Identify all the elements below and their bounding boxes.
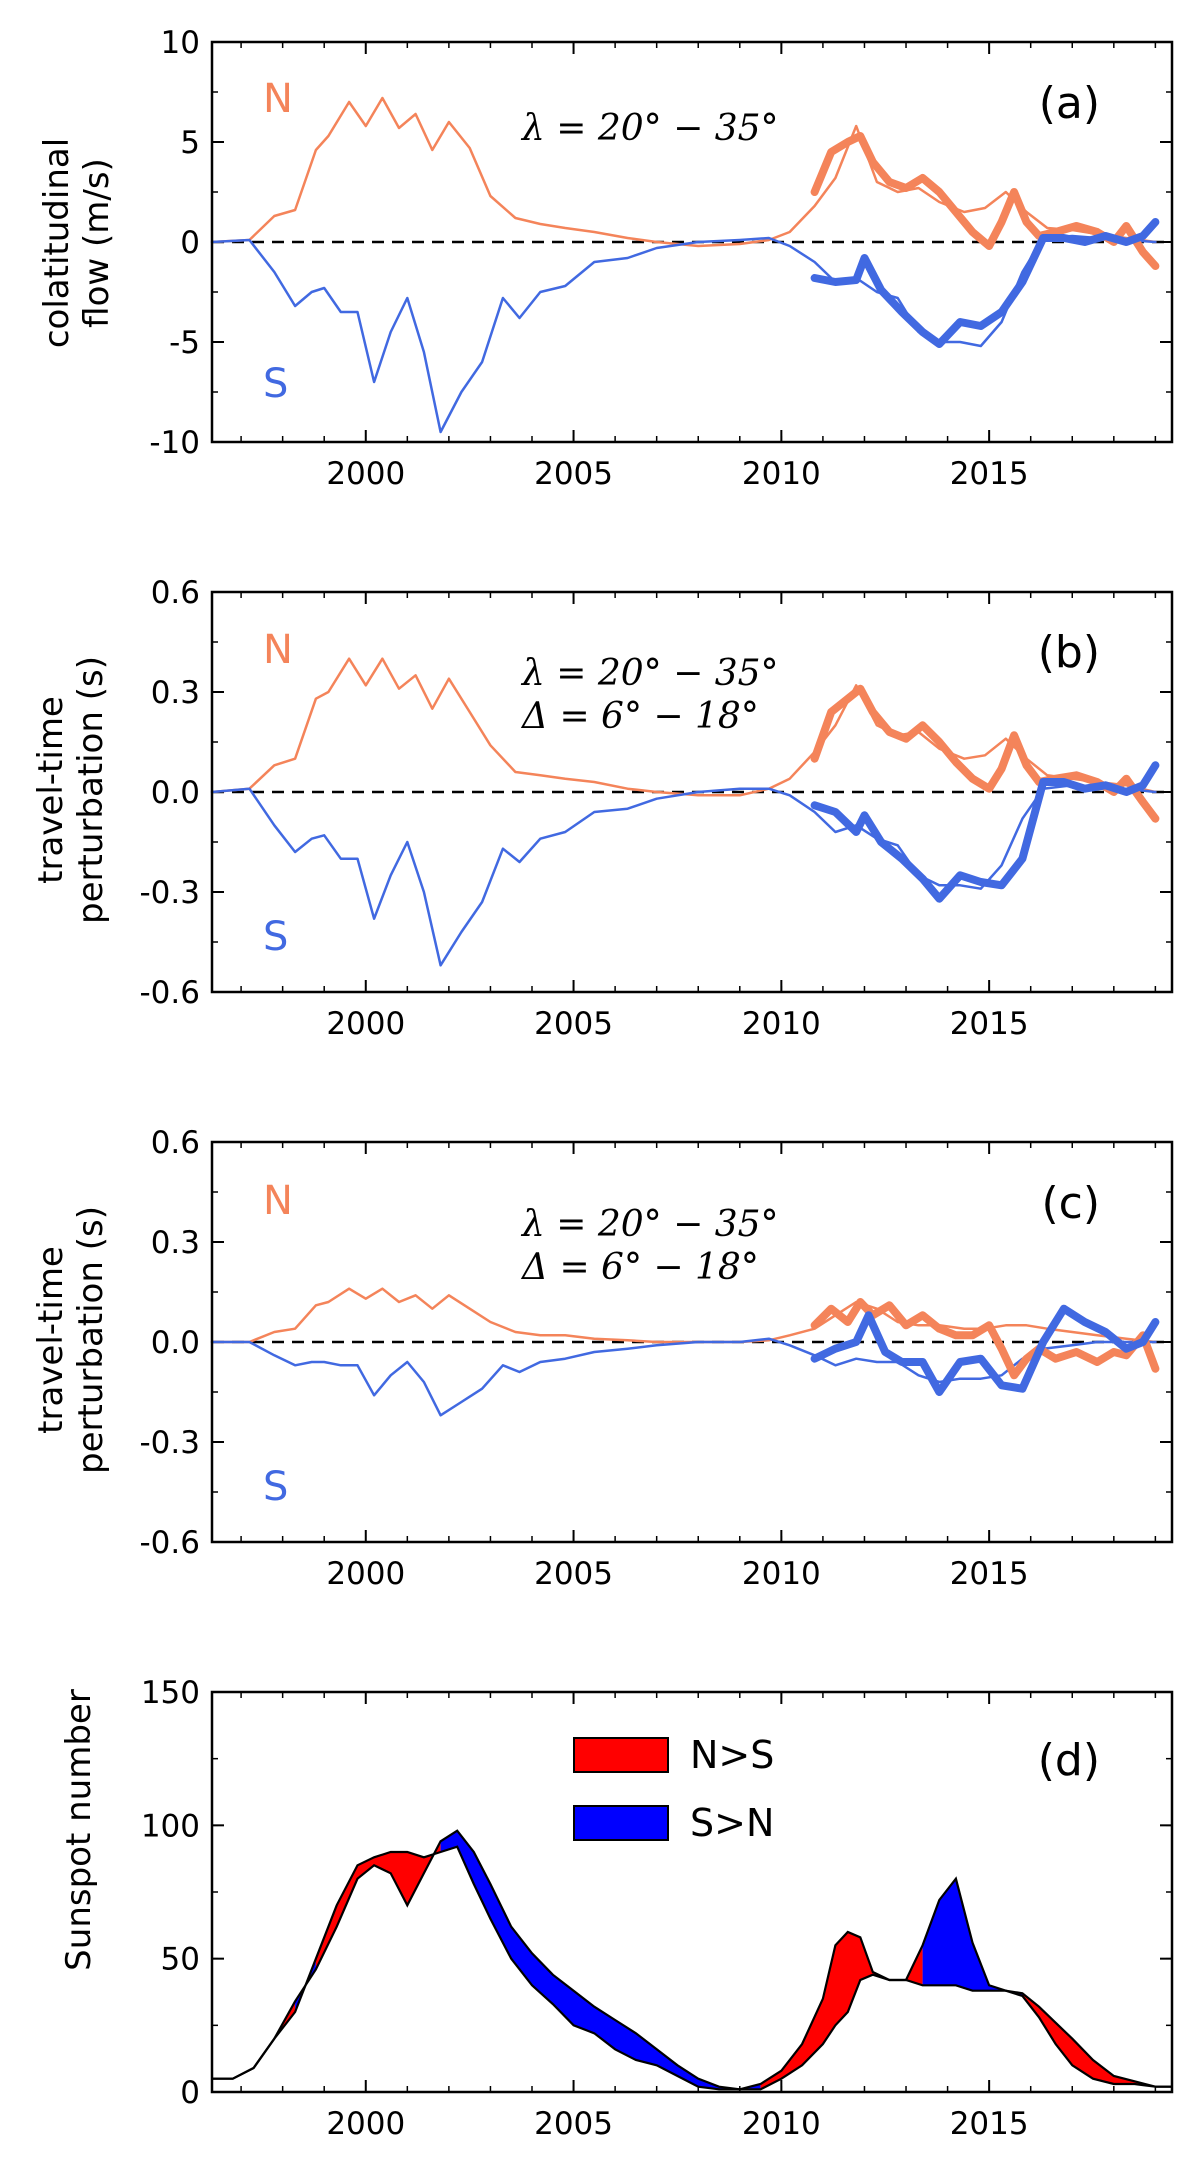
panel-d-axes-frame [210, 1690, 1174, 2094]
panel-b-y-tick-label: -0.6 [140, 975, 201, 1011]
panel-a-y-tick-label: -10 [149, 425, 200, 461]
panel-a-x-tick-label: 2005 [534, 456, 613, 492]
panel-b-x-tick-label: 2015 [950, 1006, 1029, 1042]
panel-b-plot-area: 2000 2005 2010 2015 0.6 0.3 0.0 -0.3 -0.6 [140, 575, 1174, 1042]
panel-a-series-south-thin-line [210, 234, 1157, 434]
panel-c-label: (c) [1041, 1178, 1100, 1229]
panel-a-label: (a) [1039, 78, 1100, 129]
panel-b-travel-time: 2000 2005 2010 2015 0.6 0.3 0.0 -0.3 -0.6 travel… [31, 575, 1174, 1042]
panel-c-x-tick-label: 2000 [326, 1556, 405, 1592]
panel-a-y-tick-label: 10 [161, 25, 200, 61]
panel-d-area-south-greater [440, 1830, 761, 2090]
panel-a-x-tick-label: 2010 [742, 456, 821, 492]
panel-c-x-tick-label: 2015 [950, 1556, 1029, 1592]
panel-a-south-label: S [263, 361, 288, 407]
panel-a-series-north-thick-line [810, 132, 1160, 270]
panel-a-x-tick-label: 2000 [326, 456, 405, 492]
panel-a-ylabel-line1: colatitudinal [37, 138, 77, 348]
panel-d-area-north-greater [315, 1841, 441, 1970]
panel-d-y-tick-label: 50 [161, 1942, 200, 1978]
panel-a-annotation-latitude: λ = 20° − 35° [520, 108, 779, 149]
panel-b-series-north-thick-line [810, 684, 1160, 823]
panel-a-y-tick-label: 5 [180, 125, 200, 161]
panel-c-series-south-thin-line [210, 1337, 1157, 1417]
panel-d-x-tick-label: 2000 [326, 2106, 405, 2142]
panel-c-series-north-thick-line [810, 1298, 1160, 1380]
panel-c-travel-time: 2000 2005 2010 2015 0.6 0.3 0.0 -0.3 -0.6 travel… [31, 1125, 1174, 1592]
panel-b-x-tick-label: 2010 [742, 1006, 821, 1042]
panel-d-x-tick-label: 2015 [950, 2106, 1029, 2142]
panel-c-north-label: N [263, 1178, 293, 1224]
panel-d-area-north-greater [760, 1932, 923, 2090]
panel-c-y-tick-label: -0.6 [140, 1525, 201, 1561]
panel-c-ylabel-line2: perturbation (s) [71, 1206, 111, 1474]
panel-c-y-tick-label: 0.0 [151, 1325, 200, 1361]
panel-b-south-label: S [263, 914, 288, 960]
panel-d-y-tick-label: 0 [180, 2075, 200, 2111]
panel-b-x-tick-label: 2000 [326, 1006, 405, 1042]
panel-b-y-tick-label: -0.3 [140, 875, 201, 911]
panel-b-north-label: N [263, 627, 293, 673]
panel-b-x-tick-label: 2005 [534, 1006, 613, 1042]
panel-a-y-tick-label: -5 [169, 325, 200, 361]
panel-b-y-tick-label: 0.3 [151, 675, 200, 711]
panel-c-series-north-thin-line [210, 1287, 1157, 1344]
panel-b-annotation-distance: Δ = 6° − 18° [520, 696, 759, 737]
panel-c-y-tick-label: 0.6 [151, 1125, 200, 1161]
legend-label-south-greater: S>N [690, 1801, 774, 1845]
panel-c-annotation-distance: Δ = 6° − 18° [520, 1247, 759, 1288]
legend-label-north-greater: N>S [690, 1733, 774, 1777]
panel-d-y-tick-label: 100 [141, 1808, 200, 1844]
panel-d-area-south-greater [922, 1878, 1023, 1996]
panel-d-sunspot-number: 2000 2005 2010 2015 150 100 50 0 Sunspot number… [59, 1675, 1174, 2142]
panel-a-north-label: N [263, 76, 293, 122]
panel-b-ylabel-line1: travel-time [31, 696, 71, 884]
legend-swatch-north-greater [573, 1737, 669, 1773]
panel-b-label: (b) [1038, 627, 1100, 678]
panel-b-ylabel-line2: perturbation (s) [71, 656, 111, 924]
panel-c-south-label: S [263, 1464, 288, 1510]
panel-c-y-tick-label: -0.3 [140, 1425, 201, 1461]
panel-a-x-tick-label: 2015 [950, 456, 1029, 492]
panel-c-ylabel-line1: travel-time [31, 1246, 71, 1434]
panel-b-series-south-thick-line [810, 761, 1160, 903]
panel-a-axes-frame [210, 40, 1174, 444]
panel-a-ylabel-line2: flow (m/s) [77, 158, 117, 328]
panel-d-ylabel: Sunspot number [59, 1689, 99, 1971]
panel-a-series-south-thick-line [810, 218, 1160, 348]
panel-d-legend: N>S S>N [573, 1733, 774, 1845]
panel-c-axes-frame [210, 1140, 1174, 1544]
panel-c-y-tick-label: 0.3 [151, 1225, 200, 1261]
panel-b-annotation-latitude: λ = 20° − 35° [520, 653, 779, 694]
panel-c-x-tick-label: 2010 [742, 1556, 821, 1592]
panel-c-series-south-thick-line [810, 1304, 1160, 1396]
panel-d-label: (d) [1038, 1735, 1100, 1786]
legend-swatch-south-greater [573, 1805, 669, 1841]
panel-a-y-tick-label: 0 [180, 225, 200, 261]
panel-d-plot-area: 2000 2005 2010 2015 150 100 50 0 [141, 1675, 1174, 2142]
panel-b-series-north-thin-line [210, 657, 1157, 797]
panel-d-x-tick-label: 2005 [534, 2106, 613, 2142]
panel-b-y-tick-label: 0.0 [151, 775, 200, 811]
panel-d-x-tick-label: 2010 [742, 2106, 821, 2142]
panel-c-plot-area: 2000 2005 2010 2015 0.6 0.3 0.0 -0.3 -0.6 [140, 1125, 1174, 1592]
panel-b-axes-frame [210, 590, 1174, 994]
panel-d-y-tick-label: 150 [141, 1675, 200, 1711]
panel-b-y-tick-label: 0.6 [151, 575, 200, 611]
panel-a-plot-area: 2000 2005 2010 2015 10 5 0 -5 -10 [149, 25, 1174, 492]
panel-c-annotation-latitude: λ = 20° − 35° [520, 1204, 779, 1245]
panel-d-area-north-greater [1022, 1993, 1172, 2087]
panel-c-x-tick-label: 2005 [534, 1556, 613, 1592]
panel-a-series-north-thin-line [210, 96, 1157, 248]
panel-d-south-outline [212, 1829, 1172, 2091]
